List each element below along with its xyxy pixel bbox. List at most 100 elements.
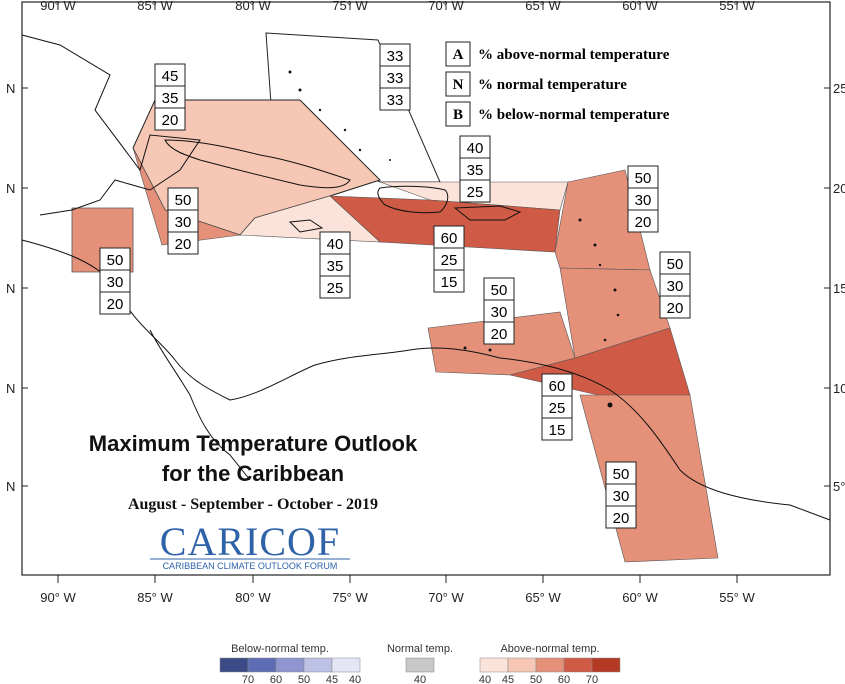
lon-label-bottom: 80° W: [235, 590, 271, 605]
prob-stack-greater-antilles: 60 25 15: [433, 225, 465, 293]
prob-below: 25: [467, 184, 484, 201]
lon-label-top: 55° W: [719, 0, 755, 13]
scale-swatch-below: [331, 657, 361, 673]
prob-stack-cuba: 45 35 20: [154, 63, 186, 131]
scale-swatch-above: [507, 657, 537, 673]
prob-below: 25: [327, 280, 344, 297]
scale-tick-above: 40: [479, 674, 491, 684]
prob-normal: 35: [162, 90, 179, 107]
prob-above: 50: [635, 170, 652, 187]
prob-normal: 30: [491, 304, 508, 321]
probability-key: A % above-normal temperature N % normal …: [445, 41, 670, 127]
prob-normal: 35: [467, 162, 484, 179]
lat-label-right: 15: [833, 281, 845, 296]
scale-tick-below: 60: [270, 674, 282, 684]
prob-above: 60: [441, 230, 458, 247]
map-title-line2: for the Caribbean: [162, 461, 344, 486]
lon-label-top: 80° W: [235, 0, 271, 13]
prob-below: 20: [107, 296, 124, 313]
lon-label-top: 85° W: [137, 0, 173, 13]
scale-tick-above: 60: [558, 674, 570, 684]
key-text-above: % above-normal temperature: [478, 47, 670, 63]
lat-label-right: 10: [833, 381, 845, 396]
prob-normal: 30: [175, 214, 192, 231]
zone-probabilities: 33 33 33 45 35 20 50 30 20 50 30 20 40 3…: [99, 43, 691, 529]
lat-label-left: N: [6, 81, 15, 96]
prob-above: 40: [467, 140, 484, 157]
prob-stack-leeward: 50 30 20: [627, 165, 659, 233]
lon-label-bottom: 70° W: [428, 590, 464, 605]
prob-stack-guianas: 50 30 20: [605, 461, 637, 529]
lat-label-left: N: [6, 281, 15, 296]
lon-ticks-bottom: [57, 575, 738, 583]
scale-swatch-above: [535, 657, 565, 673]
scale-tick-above: 70: [586, 674, 598, 684]
scale-tick-above: 45: [502, 674, 514, 684]
map-title-line1: Maximum Temperature Outlook: [89, 431, 418, 456]
lat-label-right: 25: [833, 81, 845, 96]
key-text-normal: % normal temperature: [478, 77, 627, 93]
zone-greater-antilles: [329, 195, 561, 253]
scale-swatch-below: [219, 657, 249, 673]
lat-label-left: N: [6, 479, 15, 494]
lon-label-top: 65° W: [525, 0, 561, 13]
lon-label-top: 90° W: [40, 0, 76, 13]
lat-label-left: N: [6, 181, 15, 196]
prob-above: 33: [387, 48, 404, 65]
prob-normal: 33: [387, 70, 404, 87]
prob-normal: 35: [327, 258, 344, 275]
lon-label-bottom: 85° W: [137, 590, 173, 605]
prob-above: 50: [613, 466, 630, 483]
prob-below: 20: [175, 236, 192, 253]
lat-label-right: 20: [833, 181, 845, 196]
scale-below-title: Below-normal temp.: [231, 643, 329, 655]
scale-tick-below: 50: [298, 674, 310, 684]
prob-below: 15: [441, 274, 458, 291]
prob-stack-windward: 50 30 20: [659, 251, 691, 319]
prob-normal: 25: [549, 400, 566, 417]
scale-tick-normal: 40: [414, 674, 426, 684]
prob-above: 45: [162, 68, 179, 85]
prob-above: 50: [491, 282, 508, 299]
prob-above: 50: [667, 256, 684, 273]
lon-label-bottom: 65° W: [525, 590, 561, 605]
lon-label-bottom: 90° W: [40, 590, 76, 605]
prob-above: 50: [175, 192, 192, 209]
scale-normal-title: Normal temp.: [387, 643, 453, 655]
prob-normal: 30: [107, 274, 124, 291]
logo-text: CARICOF: [160, 519, 340, 564]
lon-ticks-top: [57, 2, 738, 10]
prob-below: 20: [162, 112, 179, 129]
prob-below: 20: [635, 214, 652, 231]
prob-normal: 30: [635, 192, 652, 209]
map-frame: [21, 1, 831, 576]
scale-swatch-above: [563, 657, 593, 673]
prob-stack-trinidad: 60 25 15: [541, 373, 573, 441]
color-scale: Below-normal temp. Normal temp. Above-no…: [219, 643, 621, 684]
caricof-logo: CARICOF CARIBBEAN CLIMATE OUTLOOK FORUM: [150, 519, 350, 571]
lon-label-top: 70° W: [428, 0, 464, 13]
prob-normal: 25: [441, 252, 458, 269]
lon-label-bottom: 75° W: [332, 590, 368, 605]
prob-above: 60: [549, 378, 566, 395]
prob-below: 20: [491, 326, 508, 343]
prob-above: 40: [327, 236, 344, 253]
scale-tick-below: 70: [242, 674, 254, 684]
logo-subtitle: CARIBBEAN CLIMATE OUTLOOK FORUM: [163, 561, 338, 571]
scale-swatch-above: [591, 657, 621, 673]
map-period: August - September - October - 2019: [128, 496, 378, 513]
lat-label-right: 5°: [833, 479, 845, 494]
prob-below: 15: [549, 422, 566, 439]
prob-stack-bahamas: 33 33 33: [379, 43, 411, 111]
scale-tick-above: 50: [530, 674, 542, 684]
prob-below: 20: [667, 300, 684, 317]
lat-label-left: N: [6, 381, 15, 396]
scale-tick-below: 45: [326, 674, 338, 684]
prob-stack-jamaica-south: 40 35 25: [319, 231, 351, 299]
lon-label-top: 75° W: [332, 0, 368, 13]
prob-stack-hispaniola-n: 40 35 25: [459, 135, 491, 203]
scale-swatch-above: [479, 657, 509, 673]
lon-label-bottom: 60° W: [622, 590, 658, 605]
key-text-below: % below-normal temperature: [478, 107, 670, 123]
